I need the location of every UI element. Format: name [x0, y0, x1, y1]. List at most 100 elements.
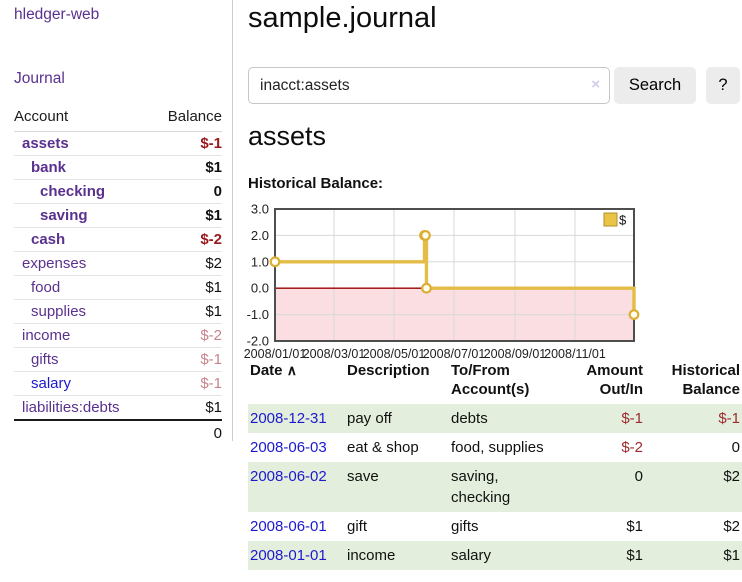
help-button[interactable]: ? — [706, 67, 740, 104]
account-link[interactable]: supplies — [31, 303, 87, 320]
account-link[interactable]: income — [22, 327, 71, 344]
search-form: × Search ? — [248, 67, 742, 104]
transaction-accounts: gifts — [451, 517, 479, 535]
accounts-header-balance: Balance — [167, 108, 222, 125]
register-row: 2008-06-01 gift gifts $1 $2 — [248, 512, 742, 541]
accounts-table: Account Balance assets $-1 bank $1 checking 0… — [14, 104, 222, 446]
register-table: Date ∧ Description To/From Account(s) Am… — [248, 360, 742, 570]
account-row: expenses $2 — [14, 251, 222, 276]
transaction-date-link[interactable]: 2008-06-01 — [250, 517, 327, 535]
account-link[interactable]: cash — [31, 231, 66, 248]
y-axis-tick-label: 1.0 — [251, 254, 269, 269]
transaction-accounts: salary — [449, 540, 558, 570]
legend-label: $ — [619, 213, 627, 228]
account-heading: assets — [248, 121, 327, 151]
account-balance: $-1 — [151, 347, 222, 372]
register-header-amount: Amount Out/In — [586, 362, 643, 398]
account-link[interactable]: assets — [22, 135, 69, 152]
y-axis-tick-label: 2.0 — [251, 228, 269, 243]
transaction-description: gift — [347, 517, 368, 535]
x-axis-tick-label: 2008/01/01 — [244, 347, 307, 361]
account-row: checking 0 — [14, 179, 222, 204]
transaction-balance: $2 — [723, 517, 740, 535]
accounts-header-account: Account — [14, 108, 69, 125]
register-row: 2008-06-03 eat & shop food, supplies $-2 0 — [248, 433, 742, 462]
transaction-amount: 0 — [558, 461, 645, 512]
account-row: saving $1 — [14, 203, 222, 228]
account-row: income $-2 — [14, 323, 222, 348]
register-row: 2008-06-02 save saving, checking 0 $2 — [248, 461, 742, 512]
y-axis-tick-label: 0.0 — [251, 281, 269, 296]
transaction-accounts: saving, checking — [449, 461, 558, 512]
x-axis-tick-label: 2008/11/01 — [544, 347, 606, 361]
transaction-amount: $-1 — [558, 403, 645, 433]
sort-ascending-icon: ∧ — [286, 362, 297, 378]
transaction-description: pay off — [345, 403, 449, 433]
x-axis-tick-label: 2008/05/01 — [363, 347, 426, 361]
account-link[interactable]: food — [31, 279, 61, 296]
transaction-date-link[interactable]: 2008-06-03 — [250, 438, 327, 456]
search-box: × — [248, 67, 610, 104]
account-row: gifts $-1 — [14, 347, 222, 372]
search-button[interactable]: Search — [614, 67, 696, 104]
account-balance: $1 — [151, 155, 222, 180]
clear-search-icon[interactable]: × — [591, 76, 600, 93]
transaction-amount: $1 — [558, 540, 645, 570]
account-row: liabilities:debts $1 — [14, 395, 222, 420]
y-axis-tick-label: 3.0 — [251, 202, 269, 217]
account-link[interactable]: gifts — [31, 351, 59, 368]
data-point-marker — [420, 230, 431, 241]
chart-border — [274, 208, 635, 342]
sidebar-item-journal[interactable]: Journal — [14, 70, 65, 87]
legend-swatch-icon — [603, 212, 618, 227]
data-point-marker — [628, 309, 640, 320]
y-axis-tick-label: -2.0 — [247, 334, 269, 349]
transaction-date-link[interactable]: 2008-12-31 — [250, 409, 327, 427]
register-header-balance: Historical Balance — [671, 362, 740, 398]
main-content: sample.journal × Search ? assets Histori… — [244, 0, 742, 582]
account-balance: $2 — [151, 251, 222, 276]
register-header-date[interactable]: Date ∧ — [250, 362, 297, 379]
register-header-accounts: To/From Account(s) — [451, 362, 530, 398]
x-axis-tick-label: 2008/09/01 — [484, 347, 547, 361]
account-balance: $-2 — [151, 323, 222, 348]
register-header-row: Date ∧ Description To/From Account(s) Am… — [248, 360, 742, 404]
transaction-description: eat & shop — [347, 438, 419, 456]
data-point-marker — [269, 256, 281, 268]
sidebar: hledger-web Journal Account Balance asse… — [0, 0, 233, 446]
transaction-description: save — [345, 461, 449, 512]
transaction-accounts: debts — [449, 403, 558, 433]
account-row: assets $-1 — [14, 131, 222, 156]
account-balance: $-1 — [151, 131, 222, 156]
search-input[interactable] — [248, 67, 610, 104]
account-balance: $1 — [151, 299, 222, 324]
account-link[interactable]: bank — [31, 159, 67, 176]
account-link[interactable]: salary — [31, 375, 72, 392]
transaction-date-link[interactable]: 2008-06-02 — [250, 467, 327, 485]
transaction-balance: $-1 — [645, 403, 742, 433]
account-row: supplies $1 — [14, 299, 222, 324]
historical-balance-chart: 3.0 2.0 1.0 0.0 -1.0 -2.02008/01/012008/03/01… — [244, 202, 640, 361]
account-link[interactable]: expenses — [22, 255, 87, 272]
account-link[interactable]: checking — [40, 183, 106, 200]
account-row: salary $-1 — [14, 371, 222, 396]
accounts-total-row: 0 — [14, 419, 222, 446]
page-title: sample.journal — [248, 2, 437, 34]
app-brand-link[interactable]: hledger-web — [14, 6, 100, 23]
transaction-balance: $2 — [645, 461, 742, 512]
account-balance: $1 — [151, 275, 222, 300]
y-axis-tick-label: -1.0 — [247, 307, 269, 322]
register-row: 2008-01-01 income salary $1 $1 — [248, 540, 742, 570]
register-header-description: Description — [347, 362, 430, 379]
account-row: food $1 — [14, 275, 222, 300]
transaction-balance: $1 — [645, 540, 742, 570]
account-balance: $1 — [151, 203, 222, 228]
account-link[interactable]: saving — [40, 207, 88, 224]
account-row: bank $1 — [14, 155, 222, 180]
account-balance: 0 — [151, 179, 222, 204]
data-point-marker — [421, 282, 432, 294]
transaction-date-link[interactable]: 2008-01-01 — [250, 546, 327, 564]
accounts-total-value: 0 — [151, 419, 222, 446]
account-link[interactable]: liabilities:debts — [22, 399, 120, 416]
transaction-amount: $-2 — [621, 438, 643, 456]
